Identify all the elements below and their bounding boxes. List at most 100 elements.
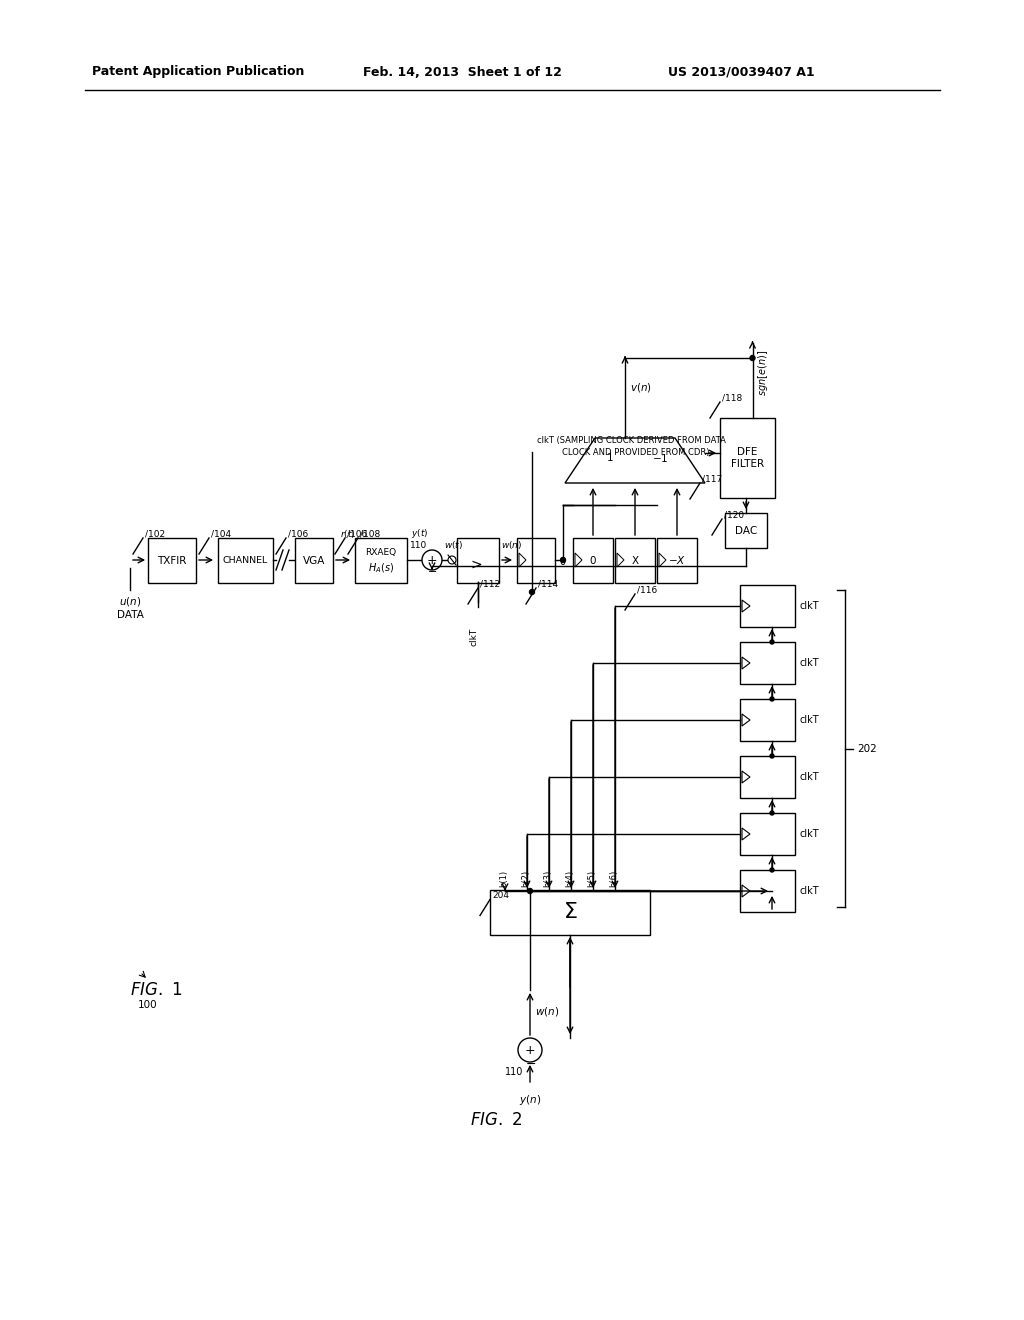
Text: /116: /116 — [637, 586, 657, 594]
Text: VGA: VGA — [303, 556, 326, 565]
Text: /108: /108 — [360, 529, 380, 539]
Bar — [740, 756, 795, 799]
Polygon shape — [565, 438, 705, 483]
Text: clkT (SAMPLING CLOCK DERIVED FROM DATA: clkT (SAMPLING CLOCK DERIVED FROM DATA — [537, 436, 726, 445]
Bar — [295, 539, 333, 583]
Circle shape — [518, 1038, 542, 1063]
Bar — [740, 642, 795, 684]
Text: /118: /118 — [722, 393, 742, 403]
Polygon shape — [742, 828, 750, 840]
Text: $FIG.\ 2$: $FIG.\ 2$ — [470, 1111, 522, 1129]
Bar — [740, 700, 795, 741]
Text: b(5): b(5) — [588, 870, 597, 887]
Text: $w(n)$: $w(n)$ — [501, 539, 522, 550]
Polygon shape — [617, 553, 624, 568]
Text: $y(t)$: $y(t)$ — [411, 528, 428, 540]
Circle shape — [422, 550, 442, 570]
Text: 204: 204 — [492, 891, 509, 900]
Bar — [355, 539, 407, 583]
Text: Feb. 14, 2013  Sheet 1 of 12: Feb. 14, 2013 Sheet 1 of 12 — [362, 66, 562, 78]
Text: US 2013/0039407 A1: US 2013/0039407 A1 — [668, 66, 815, 78]
Text: −: − — [428, 568, 437, 577]
Text: +: + — [524, 1044, 536, 1056]
Text: b(6): b(6) — [609, 870, 618, 887]
Text: clkT: clkT — [800, 772, 819, 781]
Text: X: X — [632, 556, 639, 565]
Text: DFE
FILTER: DFE FILTER — [731, 447, 764, 469]
Bar — [740, 870, 795, 912]
Polygon shape — [742, 714, 750, 726]
Text: /120: /120 — [724, 511, 744, 520]
Text: $w(n)$: $w(n)$ — [535, 1006, 559, 1019]
Text: $-1$: $-1$ — [652, 451, 669, 465]
Circle shape — [770, 640, 774, 644]
Bar — [148, 539, 196, 583]
Text: clkT: clkT — [800, 715, 819, 725]
Text: clkT: clkT — [800, 886, 819, 896]
Text: /117: /117 — [702, 474, 722, 483]
Circle shape — [560, 557, 565, 562]
Text: CLOCK AND PROVIDED FROM CDR): CLOCK AND PROVIDED FROM CDR) — [562, 447, 710, 457]
Circle shape — [449, 556, 456, 564]
Text: DAC: DAC — [735, 525, 757, 536]
Text: $sgn[e(n)]$: $sgn[e(n)]$ — [756, 350, 769, 396]
Text: /104: /104 — [211, 529, 231, 539]
Text: b(2): b(2) — [521, 870, 530, 887]
Text: /102: /102 — [145, 529, 165, 539]
Text: −: − — [525, 1057, 537, 1071]
Polygon shape — [742, 884, 750, 898]
Text: /106: /106 — [347, 529, 368, 539]
Text: CHANNEL: CHANNEL — [223, 556, 268, 565]
Text: clkT: clkT — [800, 829, 819, 840]
Text: 202: 202 — [857, 743, 877, 754]
Bar — [218, 539, 273, 583]
Polygon shape — [519, 553, 526, 568]
Text: clkT: clkT — [469, 628, 478, 645]
Circle shape — [529, 590, 535, 594]
Text: $H_A(s)$: $H_A(s)$ — [368, 561, 394, 574]
Text: RXAEQ: RXAEQ — [366, 548, 396, 557]
Text: 0: 0 — [590, 556, 596, 565]
Text: clkT: clkT — [800, 657, 819, 668]
Bar — [615, 539, 655, 583]
Text: >: > — [470, 558, 482, 572]
Bar — [457, 539, 499, 583]
Text: /114: /114 — [538, 579, 558, 589]
Text: TXFIR: TXFIR — [158, 556, 186, 565]
Text: 0: 0 — [559, 557, 565, 568]
Bar — [740, 813, 795, 855]
Text: clkT: clkT — [800, 601, 819, 611]
Bar — [725, 513, 767, 548]
Circle shape — [770, 754, 774, 758]
Text: +: + — [427, 553, 437, 566]
Polygon shape — [742, 657, 750, 669]
Text: $u(n)$: $u(n)$ — [119, 595, 141, 609]
Bar — [740, 585, 795, 627]
Text: $y(n)$: $y(n)$ — [519, 1093, 541, 1107]
Bar — [657, 539, 697, 583]
Polygon shape — [742, 771, 750, 783]
Text: 1: 1 — [606, 453, 613, 463]
Polygon shape — [575, 553, 582, 568]
Circle shape — [527, 888, 532, 894]
Bar — [720, 418, 775, 498]
Circle shape — [770, 869, 774, 873]
Circle shape — [750, 355, 755, 360]
Text: 110: 110 — [505, 1067, 523, 1077]
Text: /106: /106 — [288, 529, 308, 539]
Text: b(1): b(1) — [500, 870, 509, 887]
Text: $-X$: $-X$ — [668, 554, 686, 566]
Text: $r(t)$: $r(t)$ — [340, 528, 355, 540]
Text: $FIG.\ 1$: $FIG.\ 1$ — [130, 981, 182, 999]
Text: 110: 110 — [410, 541, 427, 550]
Circle shape — [770, 810, 774, 814]
Text: 100: 100 — [138, 1001, 158, 1010]
Text: b(3): b(3) — [544, 870, 553, 887]
Text: Patent Application Publication: Patent Application Publication — [92, 66, 304, 78]
Text: b(4): b(4) — [565, 870, 574, 887]
Text: $v(n)$: $v(n)$ — [630, 381, 652, 395]
Bar — [573, 539, 613, 583]
Text: $\Sigma$: $\Sigma$ — [562, 903, 578, 923]
Circle shape — [770, 697, 774, 701]
Text: $w(t)$: $w(t)$ — [444, 539, 463, 550]
